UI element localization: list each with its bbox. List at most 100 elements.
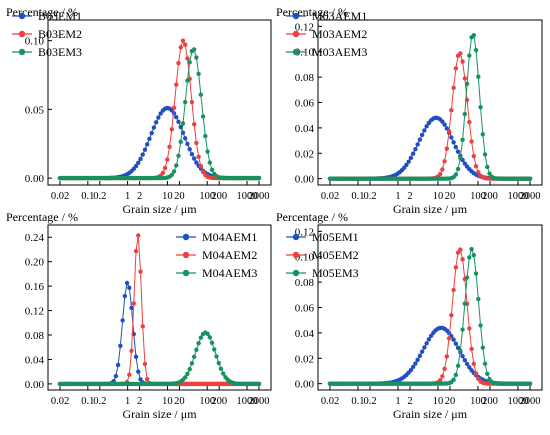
data-point [469,246,474,252]
data-point [191,156,197,161]
data-point [174,114,179,120]
data-point [180,38,186,43]
data-point [451,337,456,342]
data-point [440,167,445,172]
data-point [196,71,201,77]
data-point [410,151,416,156]
data-point [221,371,226,376]
y-tick-label: 0.08 [25,330,45,342]
data-point [467,53,472,58]
data-point [419,349,425,354]
y-tick-label: 0.10 [295,47,315,59]
legend-marker [292,269,300,277]
y-tick-label: 0.08 [295,277,315,289]
y-tick-label: 0.12 [295,21,314,33]
data-point [189,151,195,157]
x-tick-label: 1 [125,396,130,407]
data-point [124,280,130,286]
data-point [404,162,409,168]
data-point [187,366,192,372]
data-point [476,170,481,175]
series-B03EM3 [57,47,262,181]
series-M05EM1 [327,325,533,386]
data-point [207,335,213,340]
x-tick-label: 2 [137,191,142,202]
data-point [413,146,418,152]
y-tick-label: 0.20 [25,257,45,269]
data-point [178,45,183,50]
y-tick-label: 0.04 [295,123,315,135]
data-point [482,361,488,366]
series-M04AEM3 [57,330,262,387]
data-point [487,171,492,176]
series-M03AEM3 [327,33,533,181]
y-axis-label: Percentage / % [6,210,78,224]
data-point [185,141,190,147]
legend-label: M04AEM1 [202,230,257,244]
data-point [424,124,429,129]
data-point [458,155,463,161]
data-point [473,47,479,53]
data-point [194,55,199,60]
data-point [455,149,461,154]
x-axis-label: Grain size / μm [122,202,197,216]
y-tick-label: 0.16 [25,281,45,293]
legend-label: M04AEM3 [202,266,257,280]
data-point [169,172,174,178]
data-point [442,122,447,127]
data-point [187,60,192,65]
legend-label: M05EM3 [312,266,359,280]
legend-marker [292,233,300,241]
data-point [478,104,483,110]
data-point [198,92,204,97]
data-point [453,372,459,378]
data-point [256,175,262,181]
data-point [122,293,128,299]
data-point [422,345,427,350]
data-point [174,82,179,87]
data-point [118,343,123,349]
legend-label: B03EM3 [38,45,82,59]
data-point [160,170,166,176]
data-point [129,305,134,311]
data-point [449,135,454,140]
data-point [176,60,181,66]
legend-label: B03EM2 [38,27,82,41]
x-tick-label: 0.02 [51,396,69,407]
data-point [196,340,201,346]
data-point [191,47,197,52]
legend-marker [18,30,26,38]
data-point [138,156,143,162]
legend-label: M03AEM2 [312,27,367,41]
data-point [462,76,468,81]
data-point [162,165,168,171]
data-point [187,147,192,152]
data-point [437,171,443,177]
data-point [482,152,488,157]
data-point [451,377,456,383]
data-point [413,361,418,366]
data-point [136,369,141,374]
data-point [183,136,188,141]
data-point [194,140,199,146]
data-point [464,275,470,280]
data-point [129,348,134,354]
y-tick-label: 0.02 [295,353,314,365]
data-point [424,341,429,346]
data-point [471,361,477,367]
data-point [473,164,479,169]
x-tick-label: 10 [433,396,444,407]
series-line [60,39,259,179]
x-tick-label: 2 [407,191,412,202]
series-B03EM1 [57,105,262,181]
legend: M04AEM1 M04AEM2 M04AEM3 [176,230,257,280]
data-point [449,107,454,113]
series-M05EM3 [327,246,533,386]
data-point [415,357,420,363]
legend: M05EM1 M05EM2 M05EM3 [286,230,359,280]
data-point [467,365,472,370]
x-tick-label: 20 [445,191,456,202]
y-tick-label: 0.10 [25,36,45,48]
data-point [194,160,199,165]
